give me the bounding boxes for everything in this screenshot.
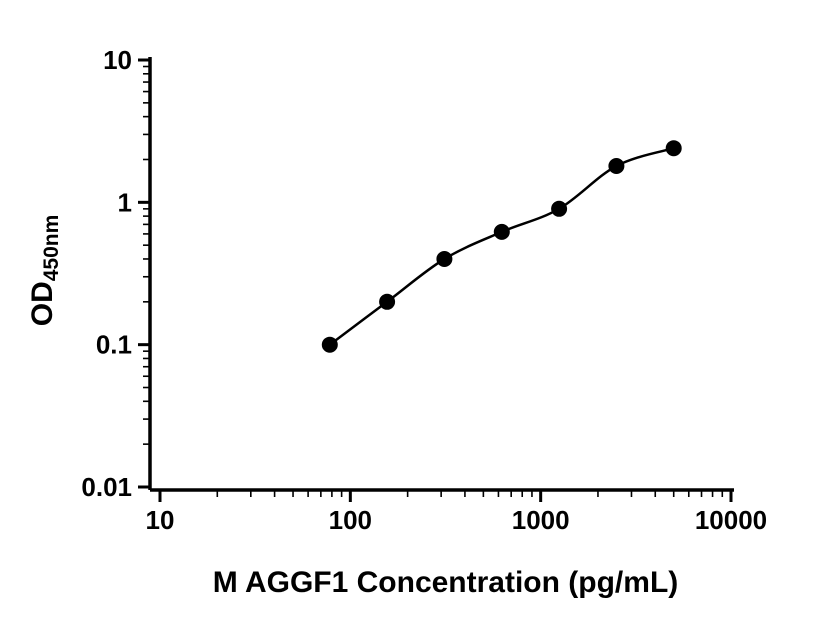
y-tick-label: 10 [103,45,132,75]
data-point [321,336,338,353]
data-point [493,223,510,240]
data-point [436,251,453,267]
data-point [665,140,682,157]
x-tick-label: 1000 [512,505,570,535]
x-tick-label: 10 [146,505,175,535]
x-axis-label: M AGGF1 Concentration (pg/mL) [213,566,679,599]
y-tick-label: 0.01 [81,472,132,502]
y-tick-label: 1 [118,187,132,217]
data-point [379,293,396,310]
y-axis-label: OD450nm [26,215,63,327]
data-point [551,200,568,217]
y-tick-label: 0.1 [96,330,132,360]
data-point [608,158,625,174]
x-tick-label: 100 [329,505,372,535]
x-tick-label: 10000 [695,505,767,535]
